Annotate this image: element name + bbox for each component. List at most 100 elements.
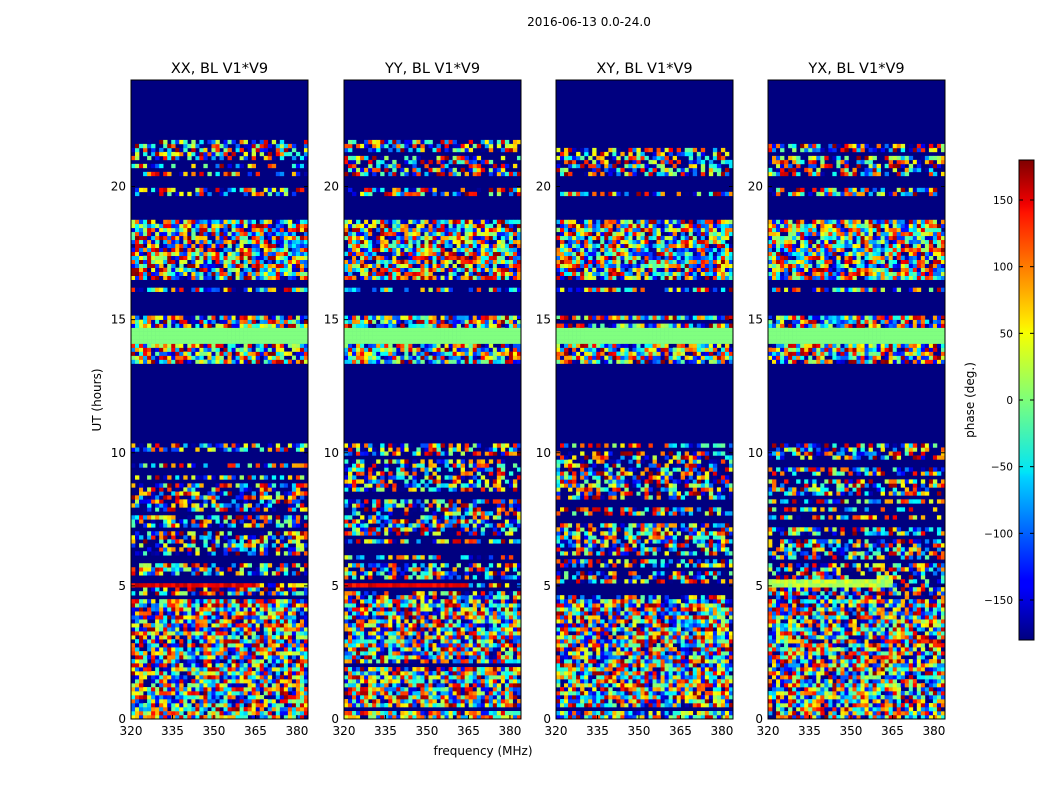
heatmap-cell xyxy=(231,663,236,668)
heatmap-cell xyxy=(263,347,269,352)
heatmap-cell xyxy=(432,619,437,624)
heatmap-cell xyxy=(267,231,273,237)
heatmap-cell xyxy=(203,531,208,536)
heatmap-cell xyxy=(167,667,172,672)
heatmap-cell xyxy=(356,523,361,528)
heatmap-cell xyxy=(147,163,152,169)
heatmap-cell xyxy=(151,171,156,177)
heatmap-cell xyxy=(211,707,216,712)
heatmap-cell xyxy=(500,643,506,648)
heatmap-cell xyxy=(199,695,204,700)
heatmap-cell xyxy=(195,647,200,652)
heatmap-cell xyxy=(131,287,136,292)
heatmap-cell xyxy=(259,447,265,452)
heatmap-cell xyxy=(287,663,293,668)
heatmap-cell xyxy=(279,563,285,568)
heatmap-cell xyxy=(183,223,188,229)
heatmap-cell xyxy=(303,259,309,265)
heatmap-cell xyxy=(255,359,261,364)
heatmap-cell xyxy=(227,315,232,320)
heatmap-cell xyxy=(159,151,164,157)
heatmap-cell xyxy=(368,715,373,720)
heatmap-cell xyxy=(191,251,196,257)
heatmap-cell xyxy=(271,355,277,360)
heatmap-cell xyxy=(143,687,148,692)
heatmap-cell xyxy=(219,483,224,488)
heatmap-cell xyxy=(512,655,518,660)
heatmap-cell xyxy=(271,639,277,644)
heatmap-cell xyxy=(155,319,160,324)
heatmap-cell xyxy=(500,703,506,708)
heatmap-cell xyxy=(147,235,152,241)
heatmap-cell xyxy=(255,275,261,280)
heatmap-cell xyxy=(247,339,252,344)
heatmap-cell xyxy=(203,163,208,169)
heatmap-cell xyxy=(187,531,192,536)
heatmap-cell xyxy=(352,683,357,688)
heatmap-cell xyxy=(291,327,297,332)
heatmap-cell xyxy=(175,531,180,536)
heatmap-cell xyxy=(368,667,373,672)
heatmap-cell xyxy=(344,699,349,704)
heatmap-cell xyxy=(159,139,164,145)
heatmap-cell xyxy=(267,355,273,360)
heatmap-cell xyxy=(227,659,232,664)
heatmap-cell xyxy=(259,227,265,233)
heatmap-cell xyxy=(396,655,401,660)
heatmap-cell xyxy=(287,475,293,480)
heatmap-cell xyxy=(247,147,252,153)
heatmap-cell xyxy=(247,691,252,696)
heatmap-cell xyxy=(295,231,301,237)
heatmap-cell xyxy=(416,655,421,660)
heatmap-cell xyxy=(203,323,208,328)
heatmap-cell xyxy=(440,623,445,628)
heatmap-cell xyxy=(195,343,200,348)
heatmap-cell xyxy=(271,255,277,261)
heatmap-cell xyxy=(231,475,236,480)
heatmap-cell xyxy=(143,623,148,628)
heatmap-cell xyxy=(267,655,273,660)
heatmap-cell xyxy=(235,223,240,229)
heatmap-cell xyxy=(516,703,522,708)
heatmap-cell xyxy=(287,687,293,692)
heatmap-cell xyxy=(279,535,285,540)
heatmap-cell xyxy=(279,567,285,572)
heatmap-cell xyxy=(283,247,289,253)
heatmap-cell xyxy=(135,351,140,356)
heatmap-cell xyxy=(131,675,136,680)
heatmap-cell xyxy=(199,335,204,340)
heatmap-cell xyxy=(159,563,164,568)
heatmap-cell xyxy=(484,675,490,680)
heatmap-cell xyxy=(179,591,184,596)
heatmap-cell xyxy=(492,631,498,636)
heatmap-cell xyxy=(291,623,297,628)
heatmap-cell xyxy=(464,623,469,628)
heatmap-cell xyxy=(480,519,486,524)
heatmap-cell xyxy=(235,243,240,249)
heatmap-cell xyxy=(211,491,216,496)
heatmap-cell xyxy=(235,543,240,548)
heatmap-cell xyxy=(291,675,297,680)
heatmap-cell xyxy=(295,611,301,616)
heatmap-cell xyxy=(167,567,172,572)
heatmap-cell xyxy=(420,695,425,700)
heatmap-cell xyxy=(303,523,309,528)
heatmap-cell xyxy=(472,647,478,652)
heatmap-cell xyxy=(187,491,192,496)
heatmap-cell xyxy=(203,599,208,604)
heatmap-cell xyxy=(444,539,449,544)
heatmap-cell xyxy=(448,647,453,652)
heatmap-cell xyxy=(159,227,164,233)
heatmap-cell xyxy=(356,655,361,660)
heatmap-cell xyxy=(488,691,494,696)
heatmap-cell xyxy=(163,551,168,556)
heatmap-cell xyxy=(259,615,265,620)
heatmap-cell xyxy=(376,647,381,652)
heatmap-cell xyxy=(211,635,216,640)
heatmap-cell xyxy=(207,343,212,348)
heatmap-cell xyxy=(227,347,232,352)
heatmap-cell xyxy=(408,675,413,680)
heatmap-cell xyxy=(195,315,200,320)
heatmap-cell xyxy=(508,675,514,680)
